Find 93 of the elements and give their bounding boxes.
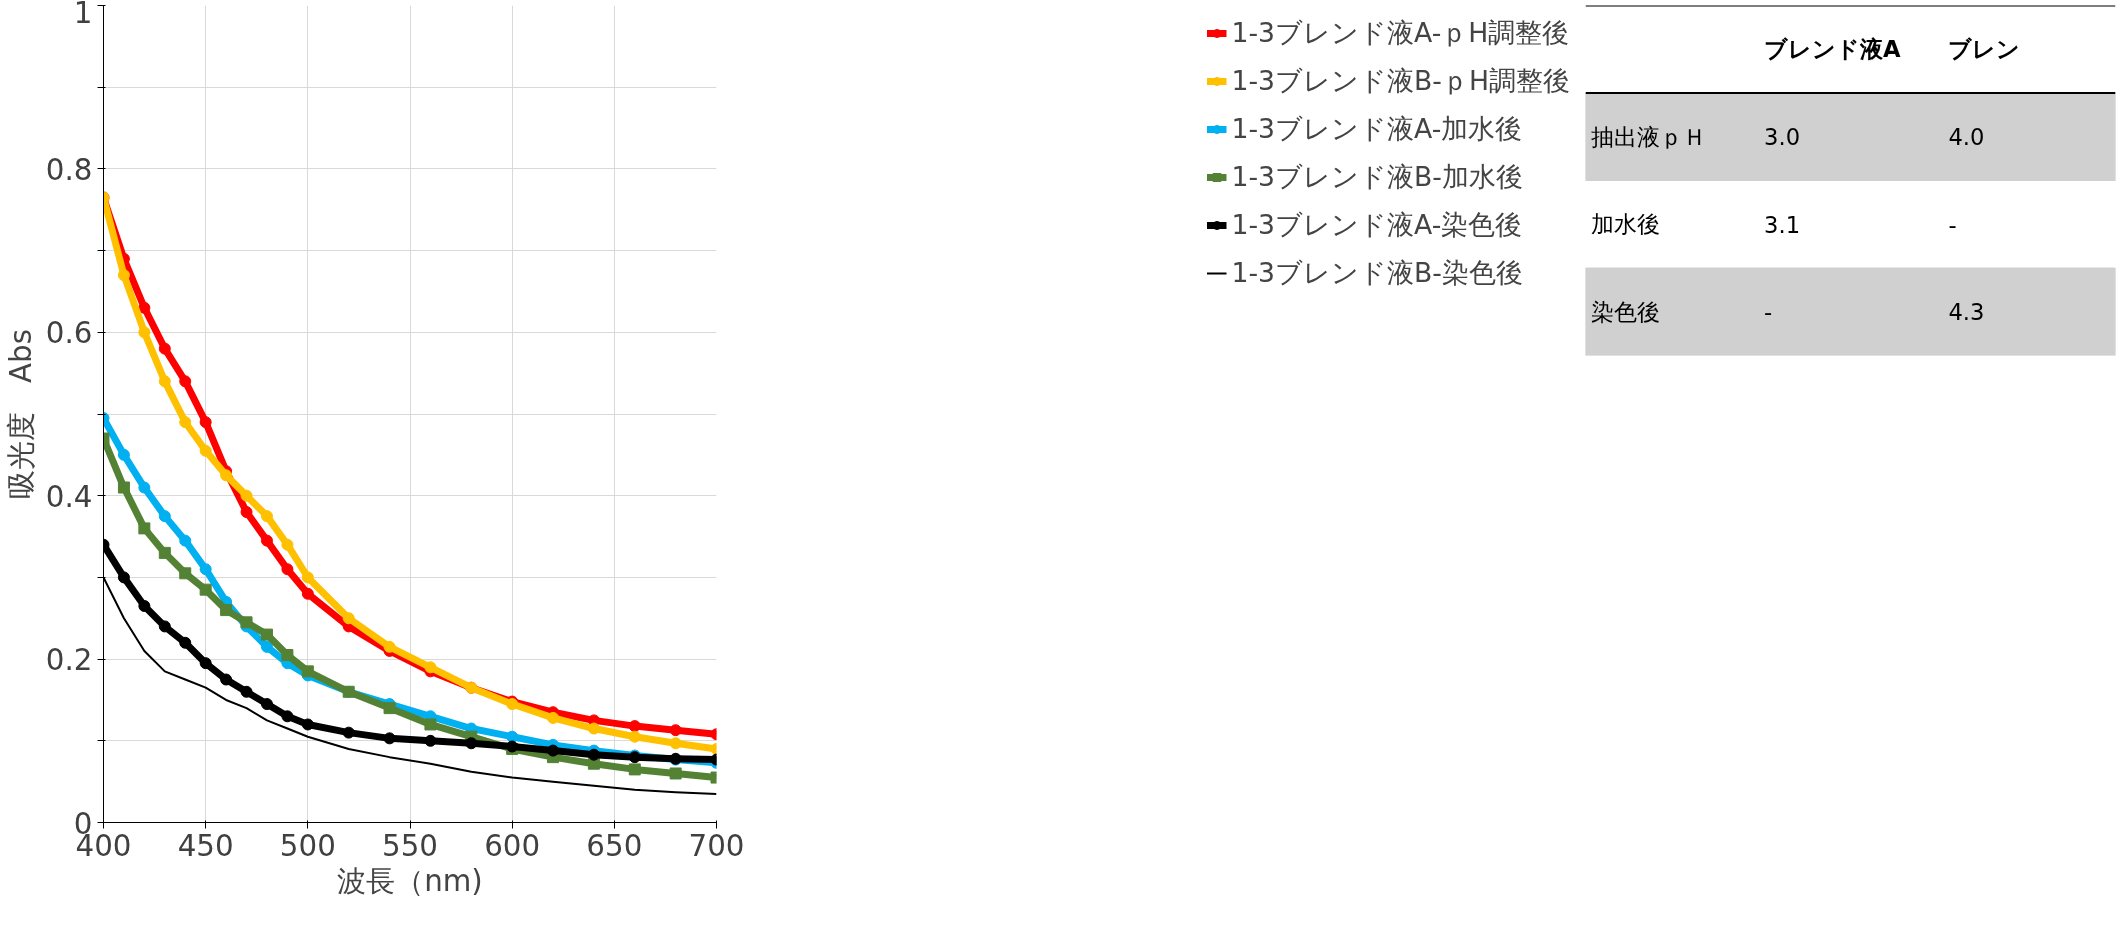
point — [158, 510, 171, 523]
text: ブレン — [1948, 36, 2021, 63]
text: 染色後 — [1591, 298, 1661, 325]
point — [240, 506, 253, 519]
text: - — [1764, 299, 1773, 326]
point — [281, 649, 294, 662]
y-tick-label: 0.6 — [45, 316, 93, 351]
point — [117, 448, 130, 461]
point — [669, 724, 682, 737]
point — [301, 587, 314, 600]
point — [240, 616, 253, 629]
point — [260, 628, 273, 641]
point — [628, 763, 641, 776]
point — [179, 416, 192, 429]
point — [383, 732, 396, 745]
point — [260, 698, 273, 711]
point — [547, 711, 560, 724]
point — [301, 718, 314, 731]
point — [117, 481, 130, 494]
point — [138, 600, 151, 612]
text: - — [1948, 211, 1957, 238]
point — [465, 737, 478, 750]
y-tick-label: 0.8 — [45, 152, 93, 187]
text: 4.3 — [1948, 299, 1985, 326]
x-tick-label: 500 — [279, 828, 336, 863]
point — [260, 640, 273, 653]
y-tick-label: 0.2 — [45, 643, 93, 678]
point — [158, 620, 171, 633]
point — [138, 481, 151, 494]
point — [260, 534, 273, 547]
point — [220, 673, 233, 686]
point — [117, 571, 130, 584]
point — [220, 469, 233, 482]
text: 3.0 — [1764, 124, 1801, 151]
legend-label: 1-3ブレンド液B-ｐH調整後 — [1231, 64, 1570, 98]
y-axis-title: 吸光度 Abs — [3, 329, 38, 499]
point — [424, 661, 437, 674]
x-tick-label: 650 — [586, 828, 643, 863]
point — [383, 702, 396, 715]
point — [158, 546, 171, 559]
x-axis-title: 波長（nm) — [337, 863, 483, 898]
text: ブレンド液A — [1764, 36, 1902, 63]
point — [179, 567, 192, 580]
legend-label: 1-3ブレンド液B-加水後 — [1231, 160, 1523, 194]
y-tick-label: 1 — [73, 0, 93, 30]
point — [342, 726, 355, 739]
point — [669, 767, 682, 780]
point — [587, 722, 600, 735]
point — [342, 612, 355, 625]
point — [281, 710, 294, 723]
point — [138, 522, 151, 535]
point — [240, 685, 253, 698]
x-tick-label: 550 — [382, 828, 438, 863]
point — [587, 748, 600, 761]
point — [301, 571, 314, 584]
point — [199, 416, 212, 429]
point — [179, 375, 192, 388]
point — [383, 640, 396, 653]
point — [117, 269, 130, 282]
point — [199, 657, 212, 670]
text: 3.1 — [1764, 211, 1801, 238]
y-tick-label: 0.4 — [45, 479, 93, 514]
x-tick-label: 700 — [688, 828, 745, 863]
point — [424, 718, 437, 731]
point — [281, 563, 294, 576]
point — [199, 444, 212, 457]
point — [628, 730, 641, 743]
point — [240, 489, 253, 502]
point — [199, 563, 212, 576]
x-tick-label: 450 — [177, 828, 234, 863]
point — [281, 538, 294, 551]
legend-label: 1-3ブレンド液B-染色後 — [1231, 256, 1523, 290]
point — [138, 326, 151, 339]
point — [138, 301, 151, 314]
point — [260, 510, 273, 523]
point — [158, 375, 171, 388]
point — [179, 534, 192, 547]
point — [506, 730, 519, 743]
legend-label: 1-3ブレンド液A-加水後 — [1231, 112, 1523, 146]
point — [669, 737, 682, 750]
text: 4.0 — [1948, 124, 1985, 151]
legend-label: 1-3ブレンド液A-ｐH調整後 — [1231, 16, 1570, 50]
x-tick-label: 600 — [484, 828, 541, 863]
point — [628, 720, 641, 733]
text: 抽出液ｐＨ — [1591, 123, 1707, 150]
point — [158, 342, 171, 355]
point — [179, 636, 192, 649]
legend-label: 1-3ブレンド液A-染色後 — [1231, 208, 1523, 242]
point — [301, 665, 314, 678]
point — [424, 734, 437, 747]
point — [220, 604, 233, 617]
point — [199, 583, 212, 596]
text: 加水後 — [1591, 211, 1661, 238]
